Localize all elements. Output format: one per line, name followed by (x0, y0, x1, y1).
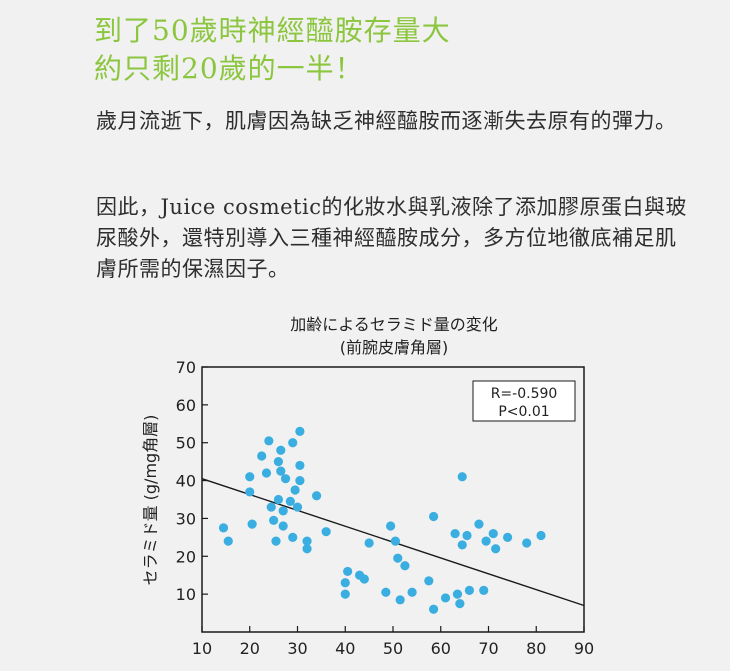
stats-r-value: R=-0.590 (491, 386, 558, 402)
data-point (295, 475, 305, 486)
data-point (393, 553, 403, 563)
data-point (290, 485, 300, 495)
data-point (218, 523, 229, 533)
data-point (381, 587, 391, 597)
data-point (481, 536, 491, 546)
data-point (464, 585, 474, 595)
data-point (359, 574, 369, 584)
data-point (264, 436, 274, 446)
x-tick-label: 90 (574, 639, 594, 658)
data-point (479, 585, 489, 595)
headline-line-2: 約只剩20歲的一半！ (94, 52, 364, 85)
data-point (407, 587, 417, 597)
data-point (340, 589, 350, 599)
data-point (288, 532, 298, 542)
data-point (223, 536, 233, 546)
data-point (390, 536, 400, 546)
x-tick-label: 80 (526, 639, 546, 658)
y-tick-label: 60 (176, 396, 196, 415)
data-point (424, 576, 434, 586)
data-point (302, 544, 312, 554)
data-point (276, 445, 286, 455)
data-point (340, 578, 350, 588)
data-point (302, 536, 312, 546)
data-point (269, 515, 279, 525)
data-point (428, 511, 439, 522)
data-point (245, 472, 255, 482)
data-point (428, 604, 439, 614)
paragraph-elasticity: 歲月流逝下，肌膚因為缺乏神經醯胺而逐漸失去原有的彈力。 (96, 109, 677, 133)
y-tick-label: 40 (176, 472, 196, 491)
data-point (457, 540, 467, 550)
stats-box-frame (472, 380, 576, 422)
data-point (440, 593, 451, 603)
data-point (488, 528, 498, 539)
x-tick-label: 50 (383, 639, 403, 658)
headline: 到了50歲時神經醯胺存量大 約只剩20歲的一半！ (94, 12, 451, 88)
x-tick-label: 30 (287, 639, 307, 658)
data-point (245, 487, 255, 497)
stats-box: R=-0.590 P<0.01 (472, 380, 576, 422)
data-point (522, 538, 532, 548)
data-point (452, 589, 463, 599)
data-point (364, 538, 374, 548)
x-tick-label: 70 (478, 639, 498, 658)
data-point (491, 544, 501, 554)
x-tick-label: 10 (192, 639, 212, 658)
data-point (280, 474, 291, 484)
y-tick-label: 10 (176, 585, 196, 604)
data-point (247, 519, 257, 529)
ceramide-chart: 加齢によるセラミド量の変化 (前腕皮膚角層) セラミド量 (g/mg角層) 10… (0, 300, 730, 667)
data-point (261, 468, 272, 478)
data-point (271, 536, 281, 546)
data-point (474, 519, 484, 529)
data-point (273, 494, 283, 505)
data-point (292, 502, 303, 512)
data-point (395, 595, 405, 605)
stats-p-value: P<0.01 (498, 404, 549, 420)
ceramide-scatter-svg: 加齢によるセラミド量の変化 (前腕皮膚角層) セラミド量 (g/mg角層) 10… (141, 315, 595, 658)
y-axis-label: セラミド量 (g/mg角層) (141, 415, 160, 586)
axis-ticks: 10 20 30 40 50 60 70 80 90 10 20 30 40 50 60 70 (176, 358, 595, 658)
data-point (457, 472, 467, 482)
x-tick-label: 20 (240, 639, 260, 658)
data-point (343, 566, 353, 577)
data-point (295, 426, 305, 436)
data-point (321, 527, 331, 537)
y-axis-title: セラミド量 (g/mg角層) (141, 415, 160, 586)
data-point (295, 460, 305, 471)
y-tick-label: 70 (176, 358, 196, 377)
data-point (273, 457, 283, 467)
x-tick-label: 40 (335, 639, 355, 658)
data-point (278, 521, 288, 531)
data-point (285, 496, 295, 506)
chart-subtitle: (前腕皮膚角層) (340, 338, 449, 357)
data-point (503, 532, 513, 542)
data-point (455, 599, 465, 609)
y-tick-label: 30 (176, 509, 196, 528)
data-point (462, 530, 472, 541)
chart-title: 加齢によるセラミド量の変化 (290, 315, 498, 334)
data-point (386, 521, 396, 531)
data-point (450, 528, 460, 539)
paragraph-product-ingredients: 因此，Juice cosmetic的化妝水與乳液除了添加膠原蛋白與玻尿酸外，還特… (96, 195, 687, 281)
data-point (288, 438, 298, 448)
data-point (278, 506, 288, 516)
data-point (266, 502, 276, 512)
data-point (536, 530, 546, 541)
headline-line-1: 到了50歲時神經醯胺存量大 (94, 14, 451, 47)
data-point (312, 491, 322, 501)
x-tick-label: 60 (431, 639, 451, 658)
data-point (276, 466, 286, 476)
y-tick-label: 50 (176, 434, 196, 453)
y-tick-label: 20 (176, 547, 196, 566)
data-points (218, 426, 546, 614)
data-point (257, 451, 267, 461)
data-point (400, 561, 410, 571)
